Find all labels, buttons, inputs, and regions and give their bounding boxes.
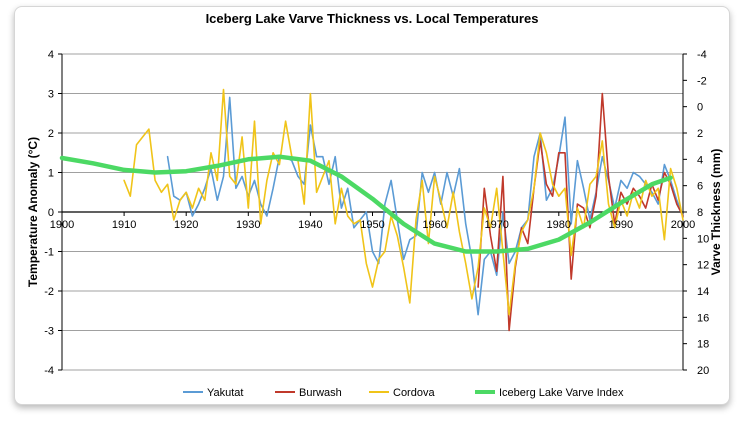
legend-label: Yakutat xyxy=(207,387,244,399)
legend-label: Iceberg Lake Varve Index xyxy=(499,387,624,399)
y2-tick-label: 8 xyxy=(697,207,703,219)
x-tick-label: 1990 xyxy=(609,219,633,231)
x-tick-label: 1980 xyxy=(547,219,571,231)
series-line-cordova xyxy=(123,88,684,316)
chart-frame: -4 -3 -2 -1 0 1 2 3 4 -4 -2 0 2 4 6 8 10 12 14 16 18 20 1900 19… xyxy=(14,6,730,405)
x-tick-label: 1970 xyxy=(484,219,508,231)
y2-tick-label: 12 xyxy=(697,260,709,272)
x-tick-label: 1910 xyxy=(112,219,136,231)
legend: Yakutat Burwash Cordova Iceberg Lake Varve … xyxy=(183,387,624,399)
y2-tick-label: 16 xyxy=(697,312,709,324)
y-tick-label: 3 xyxy=(48,89,54,101)
series-layer xyxy=(59,88,684,332)
y-tick-label: 0 xyxy=(48,207,54,219)
y-axis-title: Temperature Anomaly (°C) xyxy=(26,137,40,287)
y-tick-label: -4 xyxy=(44,365,54,377)
y-tick-label: 2 xyxy=(48,128,54,140)
x-tick-label: 1960 xyxy=(422,219,446,231)
y-tick-label: -2 xyxy=(44,286,54,298)
y2-axis-title: Varve Thickness (mm) xyxy=(709,149,723,276)
y-tick-label: 4 xyxy=(48,49,54,61)
chart-title: Iceberg Lake Varve Thickness vs. Local T… xyxy=(206,11,539,26)
x-tick-label: 1920 xyxy=(174,219,198,231)
legend-label: Cordova xyxy=(393,387,435,399)
x-tick-label: 1930 xyxy=(236,219,260,231)
y2-tick-label: 20 xyxy=(697,365,709,377)
y2-tick-label: -2 xyxy=(697,75,707,87)
y2-tick-label: -4 xyxy=(697,49,707,61)
y-tick-label: -3 xyxy=(44,326,54,338)
y2-tick-label: 2 xyxy=(697,128,703,140)
y2-tick-label: 6 xyxy=(697,181,703,193)
y2-tick-label: 4 xyxy=(697,154,703,166)
x-tick-label: 1900 xyxy=(50,219,74,231)
x-tick-label: 1950 xyxy=(360,219,384,231)
y2-tick-label: 10 xyxy=(697,233,709,245)
grid-lines xyxy=(62,53,683,371)
y2-tick-label: 14 xyxy=(697,286,709,298)
y-tick-label: -1 xyxy=(44,247,54,259)
y-tick-label: 1 xyxy=(48,168,54,180)
axes xyxy=(58,53,687,371)
y2-tick-label: 18 xyxy=(697,339,709,351)
series-line-iceberg-lake-varve-index xyxy=(59,154,673,254)
x-tick-label: 2000 xyxy=(671,219,695,231)
y2-tick-label: 0 xyxy=(697,102,703,114)
x-tick-label: 1940 xyxy=(298,219,322,231)
series-line-burwash xyxy=(477,92,684,332)
legend-label: Burwash xyxy=(299,387,342,399)
